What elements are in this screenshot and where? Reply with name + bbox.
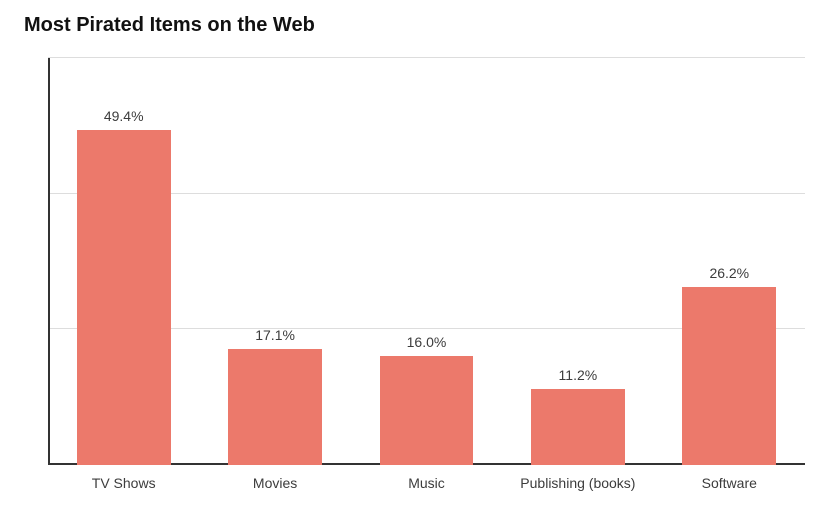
x-axis-label: Software xyxy=(654,475,805,491)
bar-value-label: 26.2% xyxy=(682,265,776,281)
x-axis-label: Music xyxy=(351,475,502,491)
x-axis-label: TV Shows xyxy=(48,475,199,491)
x-axis-labels: TV ShowsMoviesMusicPublishing (books)Sof… xyxy=(48,465,805,507)
bars-layer: 49.4% 17.1% 16.0% 11.2% 26.2% xyxy=(48,58,805,465)
bar: 16.0% xyxy=(380,356,474,465)
bar-value-label: 16.0% xyxy=(380,334,474,350)
bar: 26.2% xyxy=(682,287,776,465)
x-axis-label: Movies xyxy=(199,475,350,491)
bar-value-label: 49.4% xyxy=(77,108,171,124)
chart-container: Most Pirated Items on the Web 49.4% 17.1%… xyxy=(0,0,823,507)
bar: 11.2% xyxy=(531,389,625,465)
plot-area: 49.4% 17.1% 16.0% 11.2% 26.2% xyxy=(48,58,805,465)
bar: 49.4% xyxy=(77,130,171,465)
chart-title: Most Pirated Items on the Web xyxy=(24,14,315,37)
bar-value-label: 17.1% xyxy=(228,327,322,343)
x-axis-label: Publishing (books) xyxy=(502,475,653,491)
bar-value-label: 11.2% xyxy=(531,367,625,383)
bar: 17.1% xyxy=(228,349,322,465)
